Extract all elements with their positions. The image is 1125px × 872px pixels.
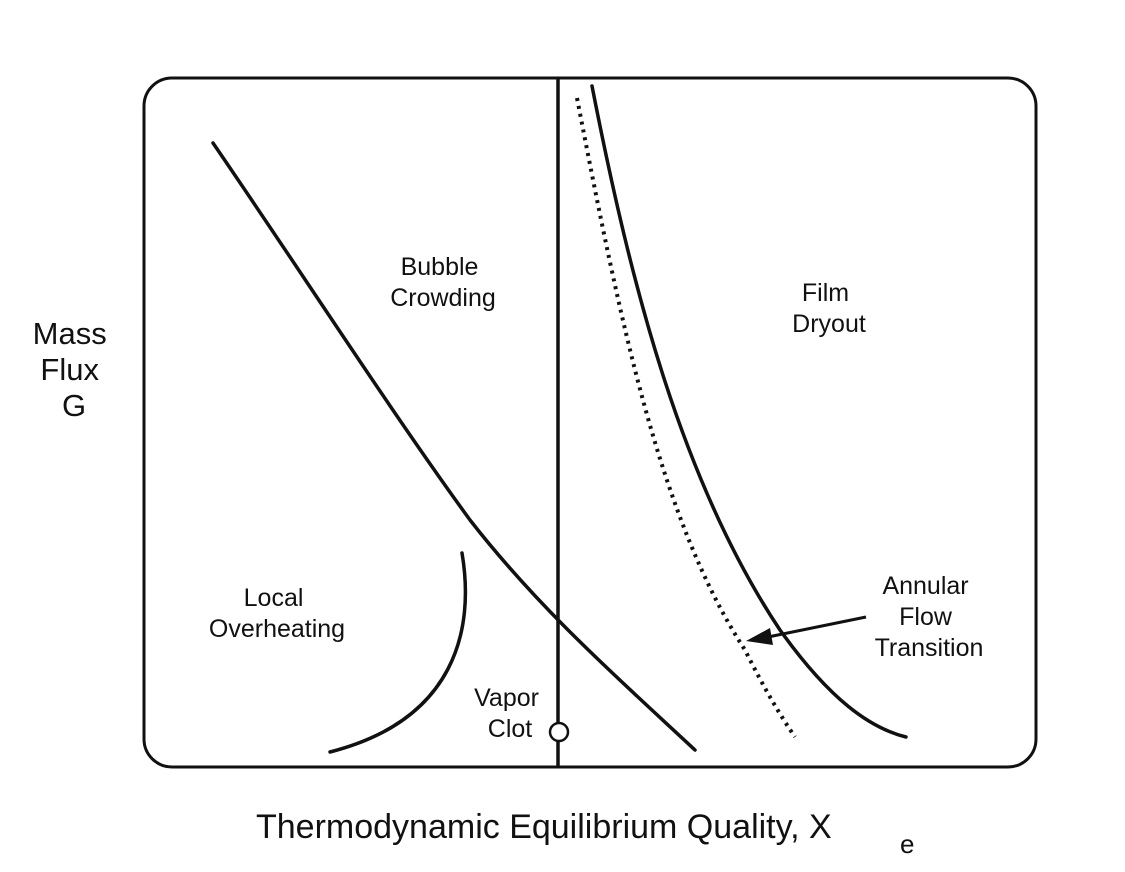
y-axis-label-line-3: G xyxy=(62,388,86,423)
annular-flow-line-2: Flow xyxy=(899,603,953,631)
bubble-crowding-boundary-curve xyxy=(211,141,697,752)
y-axis-label-line-1: Mass xyxy=(33,316,107,351)
plot-frame xyxy=(142,76,1038,769)
bubble-crowding-line-1: Bubble xyxy=(401,253,479,281)
annular-flow-line-3: Transition xyxy=(875,634,984,662)
local-overheating-line-1: Local xyxy=(244,584,304,612)
vapor-clot-marker xyxy=(548,721,570,743)
bubble-crowding-line-2: Crowding xyxy=(390,284,496,312)
vapor-clot-line-1: Vapor xyxy=(474,684,539,712)
vapor-clot-line-2: Clot xyxy=(488,715,533,743)
annular-flow-line-1: Annular xyxy=(882,572,968,600)
local-overheating-boundary-curve xyxy=(328,551,468,754)
x-axis-subscript: e xyxy=(900,829,914,859)
y-axis-label-line-2: Flux xyxy=(40,352,99,387)
y-axis-label: Mass Flux G xyxy=(33,316,116,423)
vapor-clot-label: Vapor Clot xyxy=(474,684,546,743)
annular-flow-arrow-head xyxy=(746,628,773,645)
local-overheating-label: Local Overheating xyxy=(209,584,345,643)
bubble-crowding-label: Bubble Crowding xyxy=(390,253,496,312)
film-dryout-boundary-curve xyxy=(590,84,908,739)
annular-flow-arrow-shaft xyxy=(767,615,867,639)
film-dryout-line-2: Dryout xyxy=(792,310,866,338)
film-dryout-label: Film Dryout xyxy=(792,279,866,338)
x-axis-label: Thermodynamic Equilibrium Quality, X xyxy=(256,808,832,846)
annular-flow-transition-label: Annular Flow Transition xyxy=(875,572,984,662)
film-dryout-line-1: Film xyxy=(802,279,849,307)
local-overheating-line-2: Overheating xyxy=(209,615,345,643)
